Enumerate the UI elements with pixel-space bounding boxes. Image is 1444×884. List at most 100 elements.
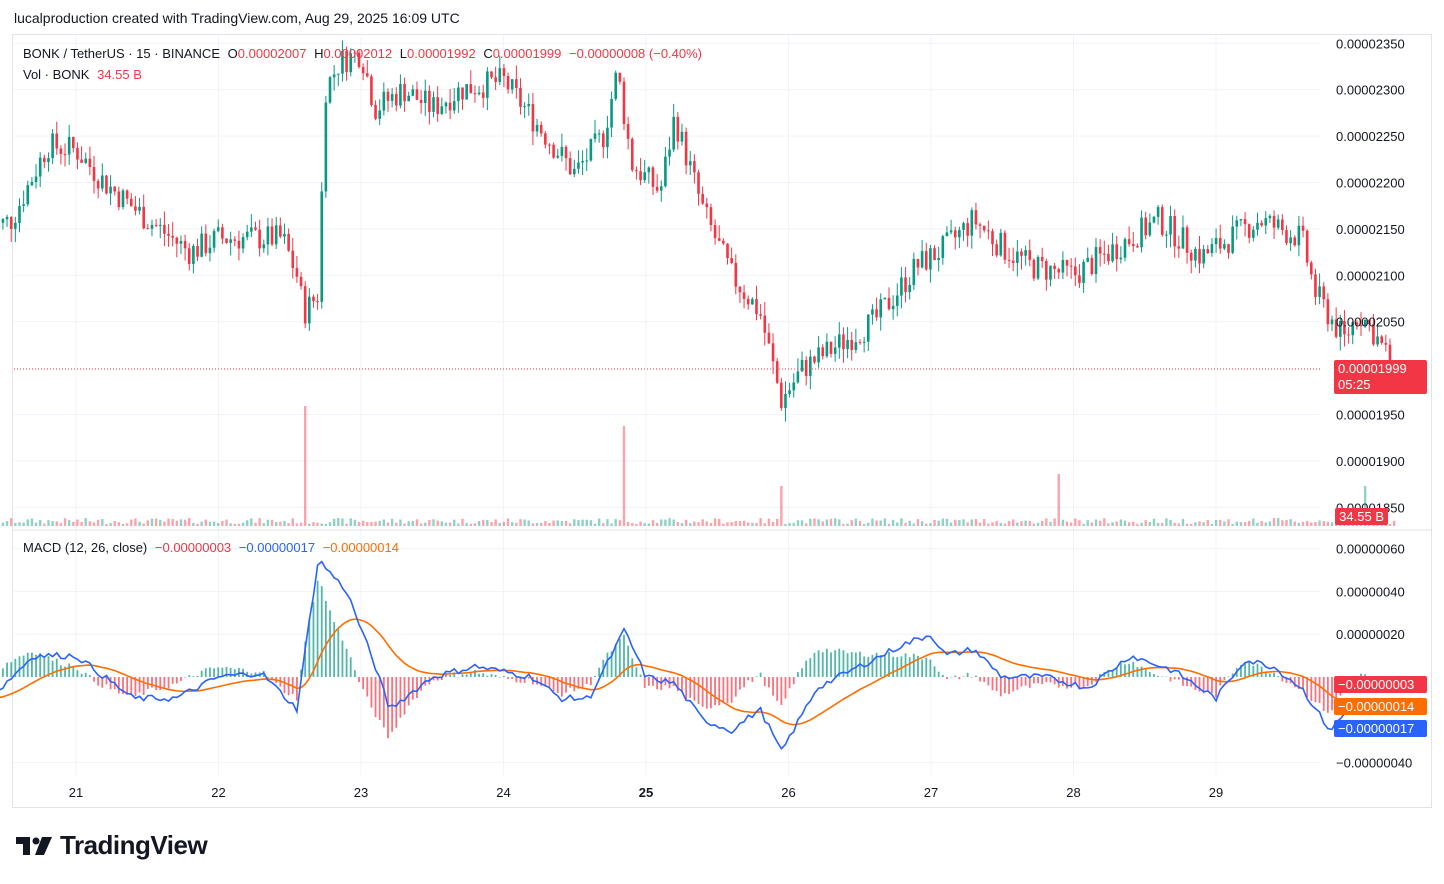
macd-histogram-bar bbox=[382, 677, 385, 728]
candle-body bbox=[9, 216, 13, 229]
volume-bar bbox=[1256, 522, 1259, 526]
macd-axis: 0.00000060 0.00000040 0.00000020 −0.0000004… bbox=[1336, 542, 1412, 771]
volume-bar bbox=[26, 519, 29, 526]
candle-body bbox=[846, 339, 849, 350]
volume-bar bbox=[440, 521, 444, 526]
macd-histogram-bar bbox=[370, 677, 373, 708]
candle-body bbox=[544, 133, 547, 145]
time-tick-label: 29 bbox=[1209, 785, 1223, 800]
candle-body bbox=[701, 193, 704, 204]
macd-legend[interactable]: MACD (12, 26, close) −0.00000003 −0.0000… bbox=[23, 540, 403, 555]
volume-bar bbox=[121, 523, 125, 526]
macd-histogram-bar bbox=[1186, 677, 1189, 687]
macd-histogram-bar bbox=[1364, 674, 1367, 677]
volume-bar bbox=[722, 523, 725, 526]
candle-body bbox=[1310, 262, 1313, 275]
candle-body bbox=[229, 239, 232, 243]
candle-body bbox=[80, 159, 83, 163]
candle-body bbox=[527, 103, 531, 107]
macd-histogram-bar bbox=[378, 677, 381, 721]
volume-bar bbox=[457, 523, 460, 526]
candle-body bbox=[755, 299, 758, 315]
candle-body bbox=[490, 71, 493, 78]
macd-histogram-bar bbox=[358, 677, 360, 682]
macd-histogram-bar bbox=[594, 675, 596, 677]
volume-bar bbox=[1181, 518, 1185, 526]
volume-bar bbox=[987, 523, 990, 526]
macd-histogram-bar bbox=[498, 677, 501, 678]
volume-bar bbox=[38, 520, 42, 526]
macd-histogram-bar bbox=[623, 634, 625, 677]
volume-bar bbox=[1032, 523, 1036, 526]
candle-body bbox=[1119, 257, 1123, 260]
tradingview-logo-icon bbox=[16, 836, 52, 855]
chart-frame[interactable] bbox=[12, 34, 1432, 808]
macd-histogram-bar bbox=[589, 677, 592, 686]
macd-histogram-bar bbox=[1153, 674, 1155, 677]
macd-histogram-bar bbox=[784, 677, 787, 699]
volume-bar bbox=[473, 523, 477, 526]
candle-body bbox=[1194, 248, 1197, 261]
candle-body bbox=[1107, 253, 1110, 262]
macd-histogram-bar bbox=[730, 677, 733, 703]
volume-bar bbox=[626, 521, 630, 526]
volume-bar bbox=[125, 523, 129, 526]
candle-body bbox=[43, 157, 46, 163]
volume-bar bbox=[618, 520, 622, 526]
candle-body bbox=[705, 203, 709, 208]
candle-body bbox=[924, 251, 928, 270]
symbol-label[interactable]: BONK / TetherUS · 15 · BINANCE bbox=[23, 46, 220, 61]
candle-body bbox=[192, 245, 195, 264]
volume-bar bbox=[709, 522, 713, 526]
volume-bar bbox=[966, 522, 969, 526]
macd-histogram-bar bbox=[469, 672, 472, 677]
volume-legend[interactable]: Vol · BONK 34.55 B bbox=[23, 67, 146, 82]
macd-histogram-bar bbox=[652, 677, 654, 686]
volume-bar bbox=[1123, 520, 1127, 526]
candle-body bbox=[299, 276, 303, 287]
volume-bar bbox=[287, 523, 290, 526]
macd-histogram-bar bbox=[283, 677, 286, 694]
main-legend[interactable]: BONK / TetherUS · 15 · BINANCE O0.000020… bbox=[23, 46, 706, 61]
volume-bar bbox=[833, 518, 837, 526]
volume-bar bbox=[1326, 521, 1330, 526]
macd-histogram-bar bbox=[1252, 665, 1255, 677]
candle-body bbox=[1028, 250, 1032, 260]
candle-body bbox=[1111, 244, 1114, 262]
candle-body bbox=[374, 104, 377, 119]
candle-body bbox=[1074, 266, 1077, 276]
candle-body bbox=[842, 334, 845, 350]
macd-histogram-bar bbox=[776, 677, 779, 701]
macd-histogram-bar bbox=[825, 648, 828, 677]
tradingview-logo[interactable]: TradingView bbox=[16, 830, 208, 861]
candle-body bbox=[1285, 230, 1288, 244]
macd-histogram-bar bbox=[391, 677, 394, 732]
macd-histogram-bar bbox=[975, 675, 977, 677]
candle-body bbox=[668, 149, 671, 157]
macd-histogram-bar bbox=[933, 666, 936, 677]
candle-body bbox=[1127, 239, 1131, 245]
time-tick-label: 25 bbox=[639, 785, 653, 800]
macd-histogram-bar bbox=[1132, 661, 1135, 677]
candle-body bbox=[486, 71, 489, 98]
grid-lines bbox=[14, 35, 1320, 775]
macd-label: MACD (12, 26, close) bbox=[23, 540, 148, 555]
bar-countdown: 05:25 bbox=[1338, 377, 1371, 392]
volume-bar bbox=[564, 520, 568, 526]
candle-body bbox=[1384, 342, 1388, 345]
volume-bar bbox=[560, 520, 564, 526]
macd-histogram-bar bbox=[411, 677, 414, 700]
candle-body bbox=[349, 53, 353, 73]
volume-bar bbox=[999, 523, 1002, 526]
candle-body bbox=[245, 231, 249, 238]
candle-body bbox=[759, 314, 762, 316]
candle-body bbox=[1305, 230, 1309, 263]
macd-histogram-bar bbox=[598, 667, 601, 677]
macd-histogram-bar bbox=[726, 677, 729, 703]
candle-body bbox=[274, 225, 278, 245]
candle-body bbox=[962, 223, 965, 231]
macd-histogram-bar bbox=[312, 601, 315, 677]
candle-body bbox=[67, 136, 71, 155]
volume-bar bbox=[59, 523, 63, 526]
